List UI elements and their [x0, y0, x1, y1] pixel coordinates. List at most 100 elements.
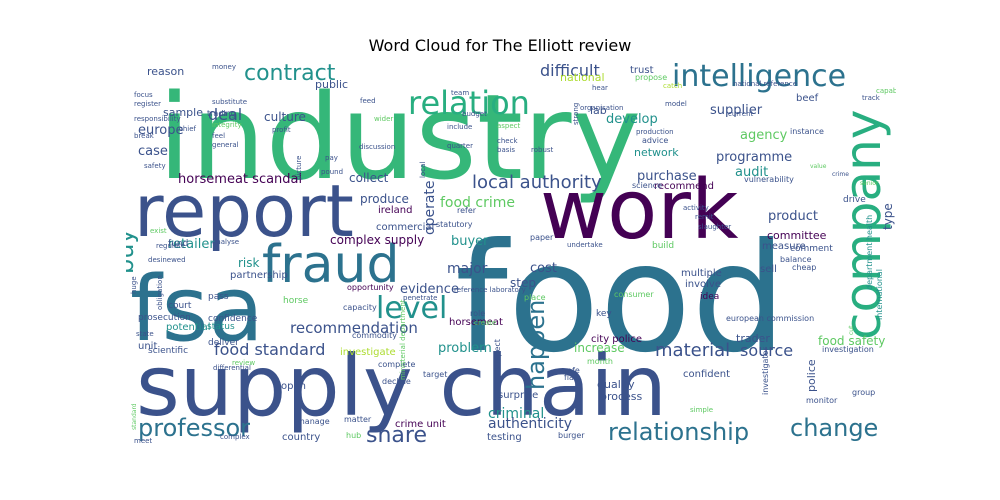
word-crime-unit: crime unit: [395, 419, 446, 430]
word-capacity: capacity: [343, 303, 377, 312]
word-police: police: [805, 359, 818, 392]
word-confident: confident: [683, 369, 730, 380]
word-horsemeat: horsemeat: [449, 317, 503, 328]
word-local-authority: local authority: [472, 172, 602, 193]
word-register: register: [134, 100, 161, 108]
word-food: food: [455, 212, 787, 386]
word-public: public: [315, 78, 348, 91]
word-recommendation: recommendation: [290, 319, 418, 337]
word-authenticity: authenticity: [488, 416, 572, 432]
word-flag: flag: [564, 373, 579, 382]
word-testing: testing: [487, 432, 522, 443]
word-professor: professor: [138, 414, 250, 442]
word-desinewed: desinewed: [148, 256, 186, 264]
word-cost: cost: [530, 261, 557, 276]
word-scientific: scientific: [148, 346, 188, 356]
word-fund: fund: [168, 239, 188, 249]
word-review: review: [232, 359, 255, 367]
word-decline: decline: [382, 377, 411, 386]
word-idea: idea: [700, 292, 719, 302]
word-analyse: analyse: [212, 238, 239, 246]
word-feed: feed: [360, 97, 376, 105]
word-major: major: [447, 261, 488, 277]
word-group: group: [852, 388, 875, 397]
word-court: court: [168, 301, 192, 311]
word-open: open: [281, 381, 306, 392]
word-audit: audit: [735, 165, 768, 180]
word-complete: complete: [378, 360, 415, 369]
word-company: company: [834, 110, 892, 340]
word-potential: potential: [166, 322, 210, 333]
word-deal: deal: [208, 105, 242, 124]
word-senior: senior: [860, 180, 879, 187]
word-integrity: integrity: [212, 121, 242, 129]
word-standard: standard: [131, 403, 138, 430]
word-status: status: [207, 322, 235, 332]
word-food-crime: food crime: [440, 195, 515, 211]
word-basis: basis: [497, 146, 515, 154]
word-focus: focus: [134, 91, 153, 99]
word-monitor: monitor: [806, 396, 838, 405]
word-intelligence: intelligence: [672, 59, 846, 94]
word-investigate: investigate: [340, 347, 396, 358]
word-europe: europe: [138, 123, 184, 138]
word-happen: happen: [522, 300, 550, 390]
word-purchase: purchase: [637, 169, 697, 184]
word-national: national: [560, 71, 605, 84]
word-horsemeat-scandal: horsemeat scandal: [178, 172, 302, 187]
word-simple: simple: [690, 406, 713, 414]
word-instance: instance: [790, 127, 824, 136]
word-crime: crime: [832, 171, 849, 178]
word-matter: matter: [344, 415, 372, 424]
word-fsa: fsa: [130, 257, 264, 362]
word-check: check: [497, 137, 518, 145]
word-safety: safety: [144, 162, 166, 170]
word-reference-laboratory: reference laboratory: [454, 286, 526, 294]
word-penetrate: penetrate: [403, 294, 437, 302]
word-obligation: obligation: [156, 275, 164, 310]
word-retailer: retailer: [168, 237, 215, 252]
word-drive: drive: [843, 195, 866, 205]
word-feel: feel: [212, 132, 225, 140]
word-agency: agency: [740, 128, 788, 143]
word-organisation: organisation: [580, 104, 624, 112]
word-burger: burger: [558, 431, 585, 440]
word-product: product: [768, 209, 818, 224]
word-surprise: surprise: [498, 390, 538, 401]
word-responsibility: responsibility: [134, 115, 181, 123]
word-create: create: [474, 319, 496, 327]
word-fraud: fraud: [262, 235, 400, 295]
word-hub: hub: [346, 431, 361, 440]
word-involve: involve: [685, 279, 721, 290]
word-advice: advice: [642, 136, 668, 145]
word-sell: sell: [760, 264, 777, 275]
word-cut: cut: [848, 325, 855, 335]
word-deliver: deliver: [208, 338, 239, 348]
word-supply-chain: supply chain: [136, 337, 667, 435]
word-budget: budget: [462, 110, 487, 118]
word-break: break: [134, 132, 155, 140]
word-report: report: [134, 169, 354, 253]
word-committee: committee: [767, 229, 827, 242]
word-profit: profit: [272, 126, 291, 134]
word-chief: chief: [179, 125, 197, 133]
word-month: month: [587, 357, 613, 366]
word-manage: manage: [297, 417, 330, 426]
word-build: build: [652, 241, 674, 251]
word-measure: measure: [762, 241, 806, 252]
word-relation: relation: [408, 84, 530, 122]
word-level: level: [376, 291, 447, 326]
word-aspect: aspect: [497, 122, 521, 130]
word-picture: picture: [295, 156, 303, 180]
word-production: production: [636, 128, 674, 136]
word-robust: robust: [531, 146, 554, 154]
word-catch: catch: [663, 82, 682, 90]
word-target: target: [423, 370, 447, 379]
word-investigator: investigator: [761, 347, 770, 395]
word-trader: trader: [736, 332, 770, 345]
word-horse: horse: [283, 296, 309, 306]
word-ministerial-department: ministerial department: [399, 299, 407, 380]
word-industry: industry: [158, 68, 641, 206]
